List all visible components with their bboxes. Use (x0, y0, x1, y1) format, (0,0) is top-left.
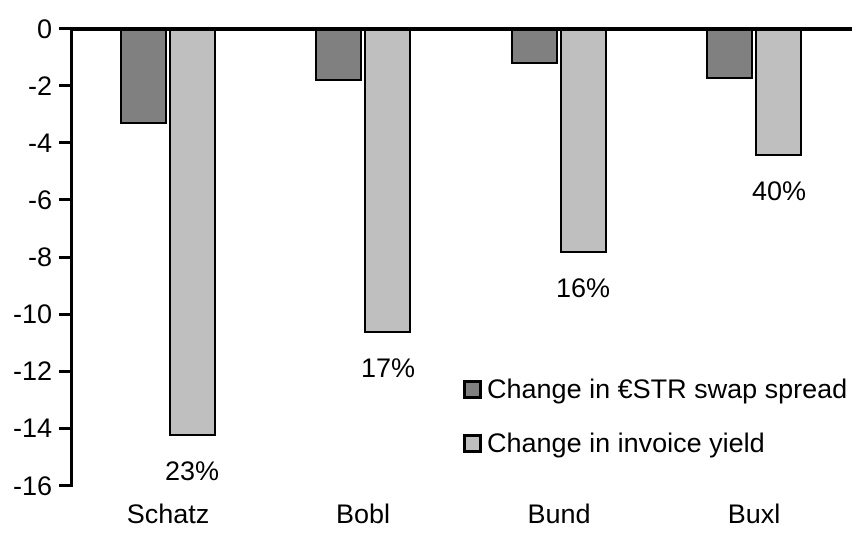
legend-entry-swap-spread: Change in €STR swap spread (463, 374, 847, 404)
y-tick-label: -14 (12, 413, 52, 443)
legend-entry-invoice-yield: Change in invoice yield (463, 428, 765, 458)
y-tick-label: -8 (27, 242, 52, 272)
y-tick-label: 0 (36, 14, 52, 44)
y-tick-mark (59, 484, 73, 487)
legend-entry-label: Change in €STR swap spread (487, 374, 848, 404)
value-label-bobl: 17% (360, 353, 416, 383)
bar-invoice-yield-bobl (364, 28, 411, 333)
bar-invoice-yield-schatz (169, 28, 216, 436)
x-category-label-bobl: Bobl (335, 499, 391, 529)
x-category-label-bund: Bund (527, 499, 591, 529)
y-tick-label: -16 (12, 471, 52, 501)
y-tick-mark (59, 141, 73, 144)
value-label-schatz: 23% (164, 456, 220, 486)
bar-invoice-yield-buxl (755, 28, 802, 156)
y-tick-label: -10 (12, 299, 52, 329)
y-tick-mark (59, 427, 73, 430)
y-tick-label: -2 (27, 71, 52, 101)
bar-invoice-yield-bund (560, 28, 607, 253)
bar-swap-spread-schatz (120, 28, 167, 124)
y-tick-label: -6 (27, 185, 52, 215)
bar-swap-spread-bund (511, 28, 558, 64)
bar-swap-spread-bobl (315, 28, 362, 81)
y-tick-mark (59, 27, 73, 30)
value-label-buxl: 40% (751, 176, 807, 206)
value-label-bund: 16% (555, 273, 611, 303)
y-tick-mark (59, 313, 73, 316)
y-tick-mark (59, 370, 73, 373)
x-category-label-schatz: Schatz (126, 499, 210, 529)
y-tick-mark (59, 256, 73, 259)
y-tick-mark (59, 84, 73, 87)
legend-marker-icon (463, 379, 482, 399)
y-tick-mark (59, 198, 73, 201)
bar-swap-spread-buxl (706, 28, 753, 79)
legend-entry-label: Change in invoice yield (487, 428, 765, 458)
x-axis-zero-line (70, 27, 852, 31)
y-tick-label: -12 (12, 356, 52, 386)
y-tick-label: -4 (27, 128, 52, 158)
x-category-label-buxl: Buxl (727, 499, 781, 529)
legend-marker-icon (463, 433, 482, 453)
